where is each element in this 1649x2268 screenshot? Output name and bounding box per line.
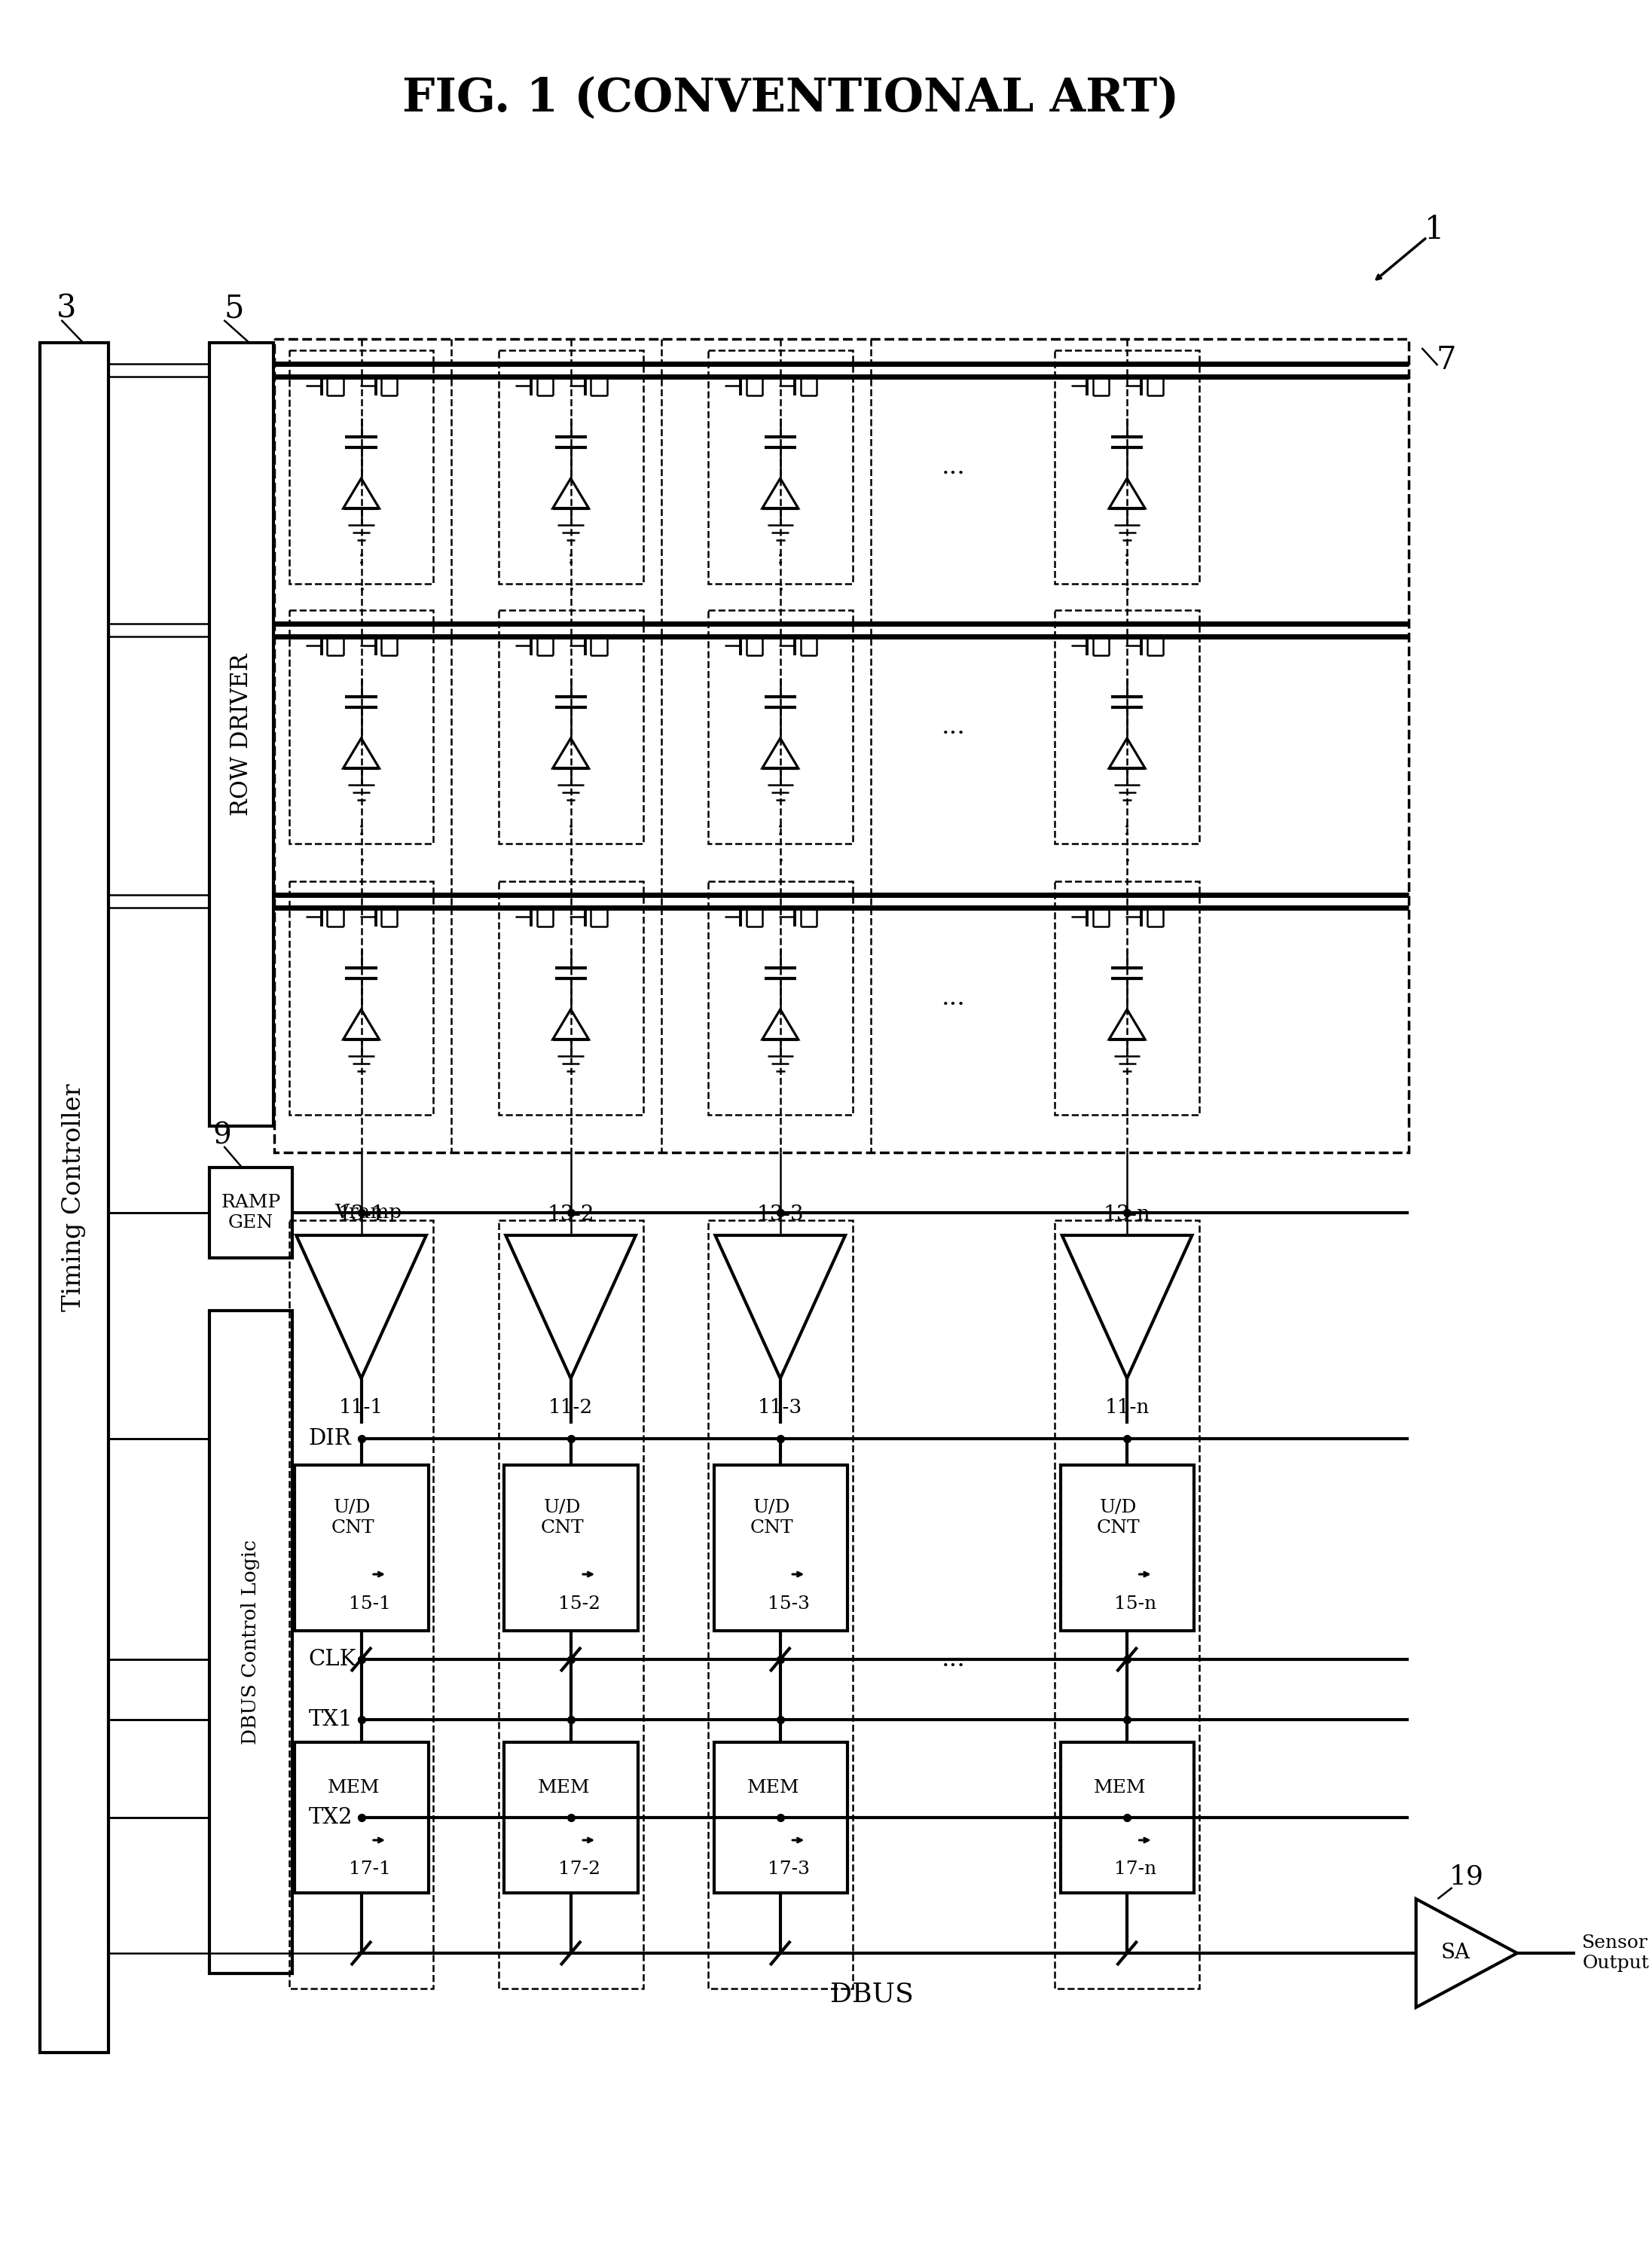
Text: 13-1: 13-1 xyxy=(338,1204,384,1225)
Text: 17-3: 17-3 xyxy=(768,1860,810,1878)
Bar xyxy=(1055,882,1199,1116)
Text: U/D
CNT: U/D CNT xyxy=(541,1499,584,1535)
Text: SA: SA xyxy=(1441,1944,1471,1964)
Text: 15-2: 15-2 xyxy=(559,1597,600,1613)
Text: MEM: MEM xyxy=(538,1778,590,1796)
Text: DIR: DIR xyxy=(308,1429,351,1449)
Bar xyxy=(274,338,1408,1152)
Bar xyxy=(289,1220,434,1989)
Text: CLK: CLK xyxy=(308,1649,356,1669)
Text: :
.: : . xyxy=(358,547,364,596)
Text: ROW DRIVER: ROW DRIVER xyxy=(229,653,252,816)
Text: U/D
CNT: U/D CNT xyxy=(1097,1499,1139,1535)
Bar xyxy=(707,349,853,583)
Bar xyxy=(714,1465,848,1631)
Bar xyxy=(209,1168,292,1259)
Text: 7: 7 xyxy=(1436,345,1456,376)
Bar xyxy=(707,610,853,844)
Bar xyxy=(714,1742,848,1894)
Text: MEM: MEM xyxy=(1093,1778,1146,1796)
Text: 19: 19 xyxy=(1449,1864,1484,1889)
Bar xyxy=(1060,1465,1194,1631)
Bar xyxy=(295,1465,429,1631)
Text: 11-1: 11-1 xyxy=(340,1397,384,1418)
Text: 11-n: 11-n xyxy=(1105,1397,1149,1418)
Text: 17-n: 17-n xyxy=(1115,1860,1158,1878)
Text: :
.: : . xyxy=(1123,816,1131,866)
Text: Timing Controller: Timing Controller xyxy=(61,1084,86,1311)
Text: MEM: MEM xyxy=(328,1778,381,1796)
Text: U/D
CNT: U/D CNT xyxy=(331,1499,374,1535)
Text: ...: ... xyxy=(942,714,966,739)
Bar xyxy=(289,882,434,1116)
Text: 15-1: 15-1 xyxy=(350,1597,391,1613)
Text: TX1: TX1 xyxy=(308,1710,353,1730)
Text: RAMP
GEN: RAMP GEN xyxy=(221,1193,280,1232)
Text: ...: ... xyxy=(942,1647,966,1672)
Bar xyxy=(289,610,434,844)
Text: Vramp: Vramp xyxy=(335,1204,402,1222)
Text: DBUS Control Logic: DBUS Control Logic xyxy=(241,1540,261,1744)
Text: 17-1: 17-1 xyxy=(350,1860,391,1878)
Text: 11-3: 11-3 xyxy=(759,1397,803,1418)
Bar xyxy=(289,349,434,583)
Bar xyxy=(505,1742,638,1894)
Text: TX2: TX2 xyxy=(308,1808,353,1828)
Text: Sensor
Output: Sensor Output xyxy=(1581,1935,1649,1971)
Text: 15-n: 15-n xyxy=(1115,1597,1158,1613)
Text: 13-n: 13-n xyxy=(1103,1204,1151,1225)
Bar xyxy=(1055,349,1199,583)
Bar xyxy=(498,882,643,1116)
Text: :
.: : . xyxy=(1123,547,1131,596)
Bar xyxy=(498,349,643,583)
Text: :
.: : . xyxy=(567,816,574,866)
Bar xyxy=(505,1465,638,1631)
Bar xyxy=(295,1742,429,1894)
Text: :
.: : . xyxy=(777,547,785,596)
Text: :
.: : . xyxy=(358,816,364,866)
Text: :
.: : . xyxy=(777,816,785,866)
Bar xyxy=(498,1220,643,1989)
Text: 3: 3 xyxy=(56,293,76,324)
Bar xyxy=(40,342,109,2053)
Text: 1: 1 xyxy=(1425,213,1445,245)
Bar xyxy=(707,1220,853,1989)
Text: 9: 9 xyxy=(213,1123,233,1150)
Text: FIG. 1 (CONVENTIONAL ART): FIG. 1 (CONVENTIONAL ART) xyxy=(402,75,1179,120)
Bar xyxy=(1055,610,1199,844)
Bar xyxy=(498,610,643,844)
Bar xyxy=(707,882,853,1116)
Text: U/D
CNT: U/D CNT xyxy=(750,1499,793,1535)
Text: MEM: MEM xyxy=(747,1778,800,1796)
Text: 17-2: 17-2 xyxy=(559,1860,600,1878)
Bar xyxy=(209,342,274,1127)
Text: DBUS: DBUS xyxy=(831,1982,914,2007)
Text: ...: ... xyxy=(942,987,966,1009)
Text: 13-3: 13-3 xyxy=(757,1204,803,1225)
Text: 5: 5 xyxy=(224,293,244,324)
Text: 13-2: 13-2 xyxy=(547,1204,594,1225)
Text: 15-3: 15-3 xyxy=(768,1597,810,1613)
Bar xyxy=(1055,1220,1199,1989)
Text: :
.: : . xyxy=(567,547,574,596)
Bar xyxy=(209,1311,292,1973)
Bar xyxy=(1060,1742,1194,1894)
Text: ...: ... xyxy=(942,456,966,479)
Text: 11-2: 11-2 xyxy=(549,1397,594,1418)
